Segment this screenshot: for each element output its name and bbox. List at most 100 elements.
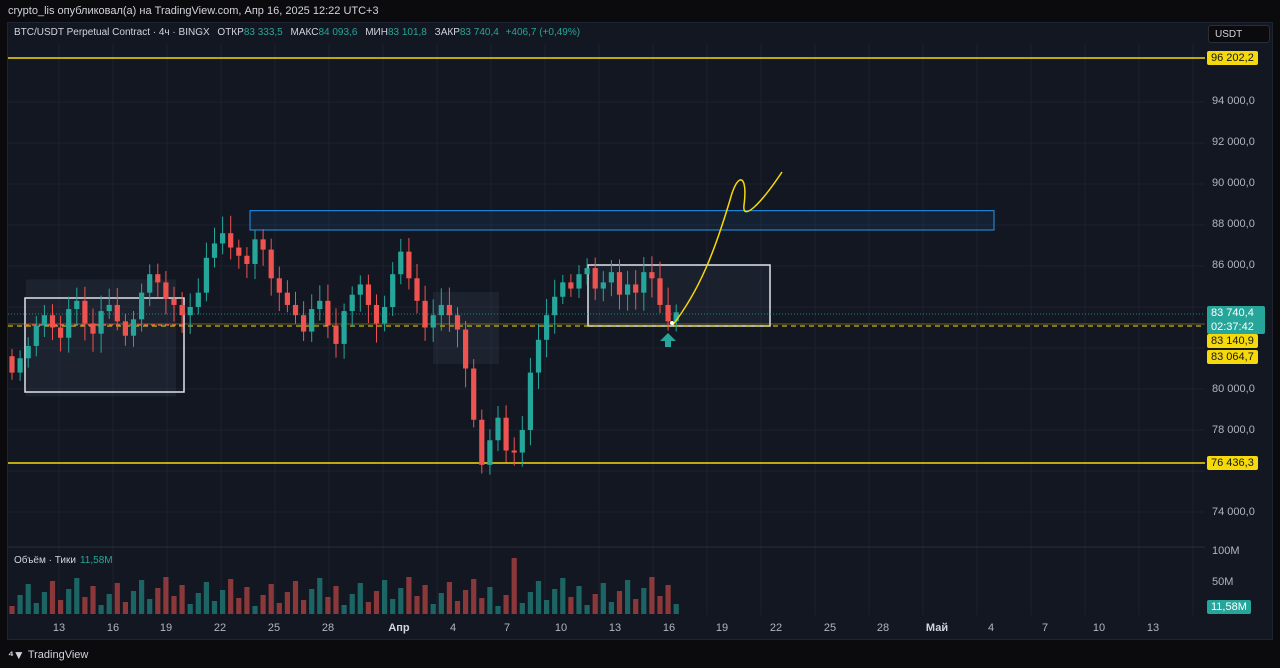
volume-label: Объём · Тики (14, 555, 76, 566)
open-label: ОТКР (217, 27, 244, 38)
candle-body (422, 300, 428, 328)
volume-bar (552, 589, 558, 614)
candle-body (179, 304, 185, 316)
volume-bar (236, 598, 242, 614)
volume-bar (479, 598, 485, 614)
candle-body (568, 282, 574, 289)
candle-body (106, 304, 112, 312)
candle-body (495, 417, 501, 441)
candle-body (309, 309, 315, 332)
volume-bar (268, 584, 274, 614)
candle-body (592, 268, 598, 289)
candle-body (373, 304, 380, 324)
volume-bar (317, 578, 323, 614)
volume-bar (244, 587, 250, 614)
candle-body (74, 300, 80, 310)
currency-selector[interactable]: USDT (1208, 25, 1270, 43)
candle-body (244, 255, 250, 264)
candle-body (446, 304, 452, 316)
change-value: +406,7 (+0,49%) (505, 27, 581, 38)
volume-bar (33, 603, 39, 614)
candle-body (454, 315, 461, 330)
volume-bar (309, 589, 315, 614)
candle-body (633, 284, 639, 293)
tradingview-logo[interactable]: ⁴▼ TradingView (8, 648, 88, 662)
candle-body (284, 292, 290, 305)
candle-body (317, 300, 323, 310)
time-tick: 10 (554, 622, 568, 634)
volume-last-tag: 11,58M (1207, 600, 1251, 614)
open-value: 83 333,5 (243, 27, 283, 38)
projection-curve (671, 171, 783, 327)
volume-bar (616, 591, 623, 614)
candle-body (657, 278, 663, 305)
candle-body (665, 304, 671, 322)
countdown-value: 02:37:42 (1211, 321, 1254, 333)
volume-bar (633, 599, 639, 614)
volume-value: 11,58M (79, 555, 113, 566)
candle-body (600, 282, 606, 289)
candle-body (382, 307, 388, 324)
volume-bar (58, 600, 64, 614)
time-tick: 13 (52, 622, 66, 634)
candle-body (503, 417, 509, 451)
low-label: МИН (365, 27, 388, 38)
candle-body (641, 272, 647, 293)
candle-body (365, 284, 371, 305)
volume-bar (576, 586, 582, 614)
price-tick: 88 000,0 (1212, 218, 1255, 230)
volume-bar (390, 599, 396, 614)
volume-bar (357, 583, 363, 614)
volume-bar (592, 594, 598, 614)
candle-body (25, 345, 31, 359)
volume-bar (211, 601, 218, 614)
candle-body (114, 304, 120, 322)
volume-bar (139, 580, 145, 614)
candle-body (649, 272, 655, 279)
candle-body (560, 282, 566, 297)
candle-body (66, 309, 72, 338)
candle-body (252, 239, 258, 264)
candle-body (292, 304, 299, 316)
volume-bar (511, 558, 517, 614)
candle-body (438, 304, 444, 316)
volume-bar (527, 592, 533, 614)
candle-body (276, 278, 282, 293)
price-tick: 94 000,0 (1212, 95, 1255, 107)
volume-bar (25, 584, 31, 614)
volume-bar (568, 597, 574, 614)
volume-bar (560, 578, 566, 614)
volume-bar (260, 595, 266, 614)
time-tick: Май (925, 622, 949, 634)
level-a-tag: 83 140,9 (1207, 334, 1258, 348)
volume-bar (195, 593, 201, 614)
volume-bar (665, 585, 671, 614)
volume-bar (446, 582, 452, 614)
candle-body (49, 315, 56, 328)
candle-body (203, 257, 209, 293)
lower-level-tag: 76 436,3 (1207, 456, 1258, 470)
candle-body (673, 312, 679, 322)
volume-bar (74, 578, 80, 614)
chart-pane[interactable] (7, 22, 1273, 640)
volume-bar (495, 606, 501, 614)
candle-body (341, 311, 347, 344)
footer: ⁴▼ TradingView (0, 640, 1280, 668)
candle-body (535, 339, 542, 373)
candle-body (471, 368, 477, 420)
volume-bar (122, 602, 128, 614)
candle-body (90, 323, 96, 334)
time-tick: 4 (449, 622, 457, 634)
candle-body (349, 294, 355, 312)
candle-body (519, 430, 525, 453)
volume-bar (519, 603, 525, 614)
arrow-up-icon (660, 333, 676, 347)
candle-body (414, 278, 420, 301)
symbol-legend: BTC/USDT Perpetual Contract · 4ч · BINGX… (14, 27, 580, 38)
candle-body (584, 268, 590, 275)
volume-bar (382, 580, 388, 614)
candle-body (130, 319, 137, 336)
tradingview-logo-icon: ⁴▼ (8, 648, 25, 662)
time-tick: 22 (769, 622, 783, 634)
